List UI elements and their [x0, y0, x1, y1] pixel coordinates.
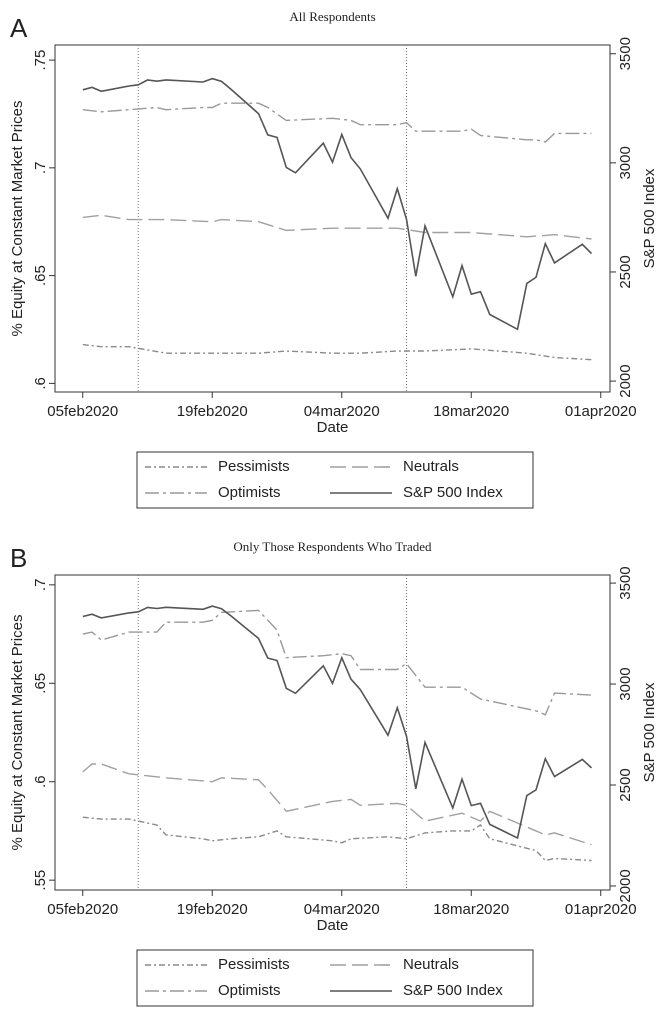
- legend-label: S&P 500 Index: [403, 982, 503, 999]
- legend-label: Neutrals: [403, 458, 459, 475]
- x-tick-label: 01apr2020: [565, 403, 637, 420]
- y2-axis-label: S&P 500 Index: [641, 168, 658, 268]
- series-line: [82, 609, 592, 716]
- y-tick-label: .75: [32, 50, 49, 71]
- y-axis-label: % Equity at Constant Market Prices: [9, 615, 26, 851]
- legend-box: [136, 451, 534, 509]
- chart-title: All Respondents: [289, 9, 375, 24]
- legend-label: Neutrals: [403, 956, 459, 973]
- series-line: [82, 102, 592, 143]
- y2-tick-label: 2500: [617, 768, 634, 801]
- y-tick-label: .65: [32, 673, 49, 694]
- y2-tick-label: 3000: [617, 667, 634, 700]
- y2-tick-label: 2500: [617, 255, 634, 288]
- series-line: [82, 77, 593, 331]
- y-tick-label: .7: [32, 579, 49, 592]
- y2-tick-label: 3500: [617, 37, 634, 70]
- panel-label: B: [10, 543, 27, 573]
- x-tick-label: 05feb2020: [47, 403, 118, 420]
- y2-tick-label: 2000: [617, 364, 634, 397]
- x-tick-label: 18mar2020: [433, 403, 509, 420]
- y-axis-label: % Equity at Constant Market Prices: [9, 101, 26, 337]
- x-tick-label: 18mar2020: [433, 901, 509, 918]
- x-axis-label: Date: [317, 419, 349, 436]
- panel-label: A: [10, 13, 28, 43]
- plot-frame: [54, 574, 611, 891]
- y2-tick-label: 2000: [617, 869, 634, 902]
- legend-label: Optimists: [218, 982, 281, 999]
- y2-tick-label: 3500: [617, 566, 634, 599]
- x-tick-label: 04mar2020: [304, 403, 380, 420]
- legend-label: Pessimists: [218, 956, 290, 973]
- x-tick-label: 05feb2020: [47, 901, 118, 918]
- x-axis-label: Date: [317, 917, 349, 934]
- y-tick-label: .6: [32, 775, 49, 788]
- x-tick-label: 04mar2020: [304, 901, 380, 918]
- series-line: [82, 605, 593, 840]
- y2-tick-label: 3000: [617, 146, 634, 179]
- series-line: [82, 214, 592, 240]
- legend-box: [136, 949, 534, 1007]
- y-tick-label: .6: [32, 377, 49, 390]
- legend-label: Optimists: [218, 484, 281, 501]
- y-tick-label: .7: [32, 162, 49, 175]
- series-line: [82, 816, 592, 862]
- legend-label: S&P 500 Index: [403, 484, 503, 501]
- x-tick-label: 01apr2020: [565, 901, 637, 918]
- y-tick-label: .55: [32, 870, 49, 891]
- y-tick-label: .65: [32, 265, 49, 286]
- series-line: [82, 763, 592, 846]
- plot-frame: [54, 44, 611, 393]
- y2-axis-label: S&P 500 Index: [641, 682, 658, 782]
- x-tick-label: 19feb2020: [177, 403, 248, 420]
- x-tick-label: 19feb2020: [177, 901, 248, 918]
- legend-label: Pessimists: [218, 458, 290, 475]
- chart-title: Only Those Respondents Who Traded: [233, 539, 432, 554]
- series-line: [82, 343, 592, 361]
